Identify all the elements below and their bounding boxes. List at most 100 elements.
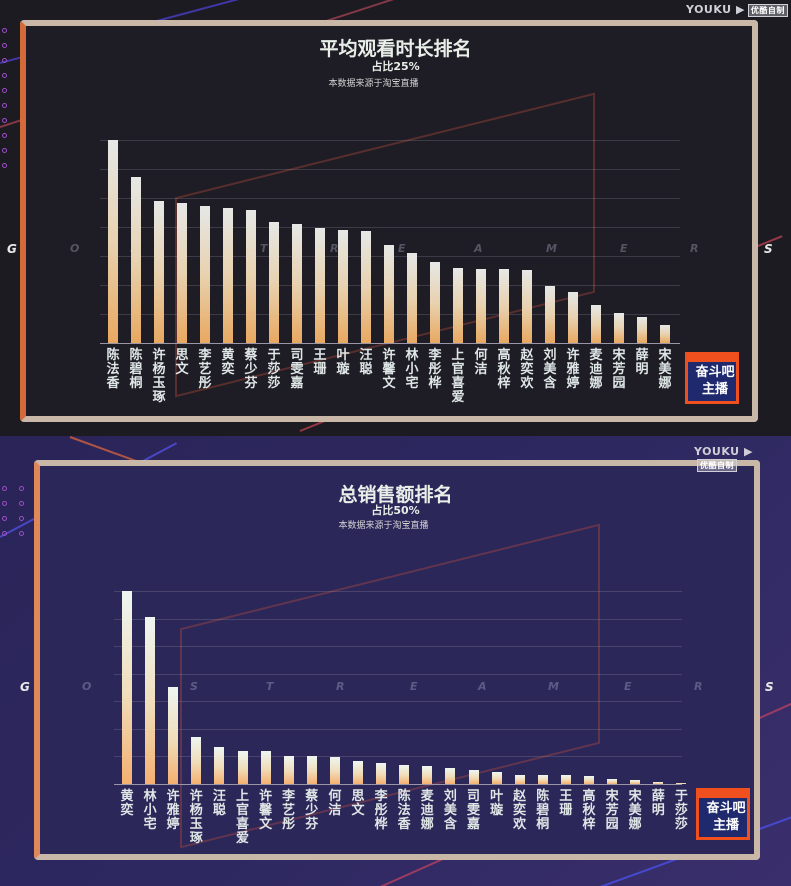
bar [407, 253, 417, 343]
category-label: 王珊 [313, 348, 327, 377]
category-label: 许雅婷 [566, 348, 580, 391]
youku-watermark: YOUKU ▶优酷自制 [686, 3, 788, 17]
category-label: 蔡少芬 [305, 789, 319, 832]
category-label: 薛明 [651, 789, 665, 818]
category-label: 思文 [175, 348, 189, 377]
category-label: 李彤桦 [374, 789, 388, 832]
bar [476, 269, 486, 343]
youku-watermark: YOUKU ▶优酷自制 [694, 445, 753, 472]
bar [468, 770, 479, 784]
decor-dots [2, 486, 24, 536]
bar [568, 292, 578, 343]
bar [653, 782, 664, 784]
category-label: 宋芳园 [605, 789, 619, 832]
category-label: 宋芳园 [612, 348, 626, 391]
gridline [100, 169, 680, 170]
chart-title: 总销售额排名 [338, 484, 453, 506]
chart-source: 本数据来源于淘宝直播 [338, 521, 429, 531]
gridline [114, 728, 682, 730]
bar [384, 245, 394, 343]
category-label: 赵奕欢 [520, 348, 534, 391]
category-label: 汪聪 [359, 348, 373, 377]
chart-share: 占比25% [371, 60, 420, 73]
chart-panel-avg-watch-time: 平均观看时长排名 占比25% 本数据来源于淘宝直播 G S O S T R E … [0, 0, 791, 436]
bar [607, 779, 618, 784]
bar [329, 757, 340, 784]
category-label: 林小宅 [143, 789, 157, 832]
category-label: 麦迪娜 [420, 789, 434, 832]
bar [614, 313, 624, 343]
category-label: 许杨玉琢 [152, 348, 166, 405]
category-label: 许馨文 [259, 789, 273, 832]
bar [630, 780, 641, 784]
bar [637, 317, 647, 343]
category-label: 李艺彤 [282, 789, 296, 832]
category-label: 陈法香 [106, 348, 120, 391]
bar [306, 756, 317, 784]
gridline [114, 673, 682, 675]
bar [292, 224, 302, 343]
bar [108, 140, 118, 343]
x-axis [114, 784, 682, 785]
category-label: 李彤桦 [428, 348, 442, 391]
bar [584, 776, 594, 784]
category-label: 上官喜爱 [451, 348, 465, 405]
bar [122, 591, 132, 784]
bar [315, 228, 325, 343]
bar [177, 203, 187, 343]
chart-source: 本数据来源于淘宝直播 [328, 79, 419, 89]
category-label: 叶璇 [336, 348, 350, 377]
bar [361, 231, 371, 343]
letter-s: S [764, 242, 773, 256]
gridline [114, 756, 682, 758]
category-label: 思文 [351, 789, 365, 818]
show-logo: 奋斗吧 主播 [685, 352, 739, 404]
bar [514, 775, 525, 784]
bar [145, 617, 156, 784]
bar [154, 201, 164, 343]
bar [660, 325, 670, 343]
chart-share: 占比50% [371, 504, 420, 517]
category-label: 高秋梓 [497, 348, 511, 391]
gridline [100, 140, 680, 141]
bar [353, 761, 363, 784]
bar [283, 756, 294, 784]
category-label: 李艺彤 [198, 348, 212, 391]
category-label: 麦迪娜 [589, 348, 603, 391]
bar [560, 775, 571, 784]
show-logo: 奋斗吧 主播 [696, 788, 750, 840]
decor-dots [2, 28, 7, 168]
category-label: 上官喜爱 [235, 789, 249, 846]
category-label: 宋美娜 [628, 789, 642, 832]
bar [422, 766, 433, 784]
bar [445, 768, 456, 784]
category-label: 司雯嘉 [466, 789, 480, 832]
bar [200, 206, 210, 343]
x-axis [100, 343, 680, 344]
bar [522, 270, 532, 343]
bar [338, 230, 348, 343]
bar [131, 177, 141, 343]
letter-s: S [765, 680, 774, 694]
bar [676, 783, 687, 784]
category-label: 许杨玉琢 [189, 789, 203, 846]
category-label: 刘美含 [543, 348, 557, 391]
category-label: 高秋梓 [582, 789, 596, 832]
category-label: 汪聪 [212, 789, 226, 818]
category-label: 刘美含 [443, 789, 457, 832]
gridline [100, 198, 680, 199]
category-label: 陈法香 [397, 789, 411, 832]
category-label: 何洁 [328, 789, 342, 818]
category-label: 陈碧桐 [536, 789, 550, 832]
letter-g: G [20, 680, 30, 694]
bar [223, 208, 233, 343]
category-label: 黄奕 [221, 348, 235, 377]
category-label: 宋美娜 [658, 348, 672, 391]
bar [376, 763, 387, 784]
category-label: 司雯嘉 [290, 348, 304, 391]
bar [545, 286, 555, 343]
bar [246, 210, 256, 343]
category-label: 叶璇 [490, 789, 504, 818]
gridline [100, 227, 680, 228]
category-label: 许雅婷 [166, 789, 180, 832]
